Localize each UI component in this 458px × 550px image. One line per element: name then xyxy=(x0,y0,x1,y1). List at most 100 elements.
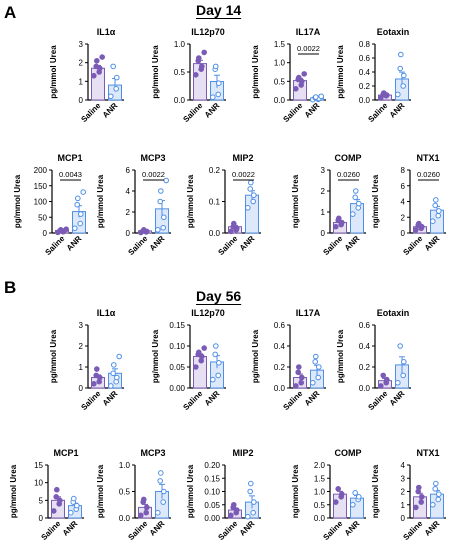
chart-b-il12p70-point-anr xyxy=(212,351,218,358)
chart-b-mcp1-ytick-label: 5 xyxy=(39,496,44,505)
chart-b-mcp1-ytick-label: 0 xyxy=(39,514,44,523)
chart-a-ntx1-ylabel: ng/mmol Urea xyxy=(371,174,380,228)
chart-a-comp-point-anr xyxy=(353,188,359,194)
chart-a-il12p70-point-anr xyxy=(216,80,222,86)
chart-b-ntx1-ytick-label: 1 xyxy=(401,501,406,510)
chart-b-eotaxin-point-saline xyxy=(384,376,390,383)
chart-b-il12p70-ytick-label: 0.15 xyxy=(169,321,185,330)
chart-a-eotaxin-ytick-label: 0.2 xyxy=(359,82,371,91)
chart-a-ntx1-ytick-label: 0 xyxy=(401,229,406,238)
chart-b-mcp3-point-anr xyxy=(158,470,164,476)
chart-a-mcp3-ytick-label: 4 xyxy=(126,187,131,196)
chart-b-mip2-point-saline xyxy=(228,512,234,519)
chart-b-eotaxin-point-anr xyxy=(400,372,407,379)
chart-b-comp-point-saline xyxy=(333,499,339,505)
chart-b-comp-ytick-label: 2.0 xyxy=(314,461,326,470)
chart-b-ntx1-xtick-anr: ANR xyxy=(423,519,442,538)
chart-a-mip2-point-saline xyxy=(228,228,234,235)
chart-a-mip2-ylabel: pg/mmol Urea xyxy=(186,174,195,228)
chart-b-il17a-point-anr xyxy=(310,379,316,386)
chart-b-il1-title: IL1α xyxy=(97,308,116,318)
chart-b-il17a-xtick-anr: ANR xyxy=(303,389,322,408)
chart-a-mip2-ytick-label: 0.0 xyxy=(209,229,221,238)
chart-b-ntx1-point-anr xyxy=(430,501,436,508)
chart-b-il17a-point-anr xyxy=(316,364,322,370)
chart-a-il12p70-point-anr xyxy=(213,63,219,70)
chart-a-mcp1-point-anr xyxy=(78,211,84,217)
chart-a-eotaxin-xtick-anr: ANR xyxy=(388,101,407,120)
chart-a-mcp1-ytick-label: 100 xyxy=(34,198,48,207)
chart-a-mcp3-pvalue: 0.0022 xyxy=(142,170,165,179)
chart-b-ntx1-ylabel: ng/mmol Urea xyxy=(371,464,380,518)
chart-b-eotaxin-ytick-label: 0.0 xyxy=(359,384,371,393)
chart-b-ntx1-point-anr xyxy=(432,486,439,492)
chart-b-ntx1-point-saline xyxy=(416,484,422,491)
chart-a-comp-ytick-label: 2 xyxy=(321,187,326,196)
chart-a-mcp3-point-anr xyxy=(157,198,163,205)
chart-a-mip2-ytick-label: 0.1 xyxy=(209,198,221,207)
chart-a-il12p70-point-anr xyxy=(210,94,216,100)
chart-b-ntx1-point-anr xyxy=(436,491,442,497)
chart-a-mcp3-point-anr xyxy=(155,227,161,233)
chart-b-mip2-ytick-label: 0.20 xyxy=(204,461,220,470)
chart-a-il12p70-ytick-label: 0.5 xyxy=(174,68,186,77)
chart-b-mcp3-point-anr xyxy=(161,488,167,495)
chart-a-mip2-point-anr xyxy=(247,186,253,192)
chart-a-il1-ylabel: pg/mmol Urea xyxy=(49,45,58,99)
chart-a-mip2-pvalue: 0.0022 xyxy=(232,170,255,179)
chart-a-il12p70-point-saline xyxy=(193,72,199,78)
chart-a-ntx1-ytick-label: 2 xyxy=(401,213,406,222)
chart-a-il12p70-point-saline xyxy=(196,55,202,61)
chart-b-comp-point-anr xyxy=(352,490,359,496)
chart-b-mip2-ytick-label: 0.10 xyxy=(204,488,220,497)
chart-b-il1-point-saline xyxy=(93,372,99,379)
chart-b-ntx1-ytick-label: 4 xyxy=(401,461,406,470)
chart-a-ntx1-point-anr xyxy=(435,212,442,219)
chart-a-il17a-point-saline xyxy=(301,71,308,77)
chart-a-mcp3-xtick-anr: ANR xyxy=(148,234,167,253)
chart-a-eotaxin-point-anr xyxy=(401,72,407,79)
chart-b-il17a-point-anr xyxy=(313,353,319,360)
chart-b-eotaxin-xtick-anr: ANR xyxy=(388,389,407,408)
chart-b-mcp3-point-saline xyxy=(143,509,149,516)
chart-a-mcp1-point-saline xyxy=(63,226,69,233)
chart-a-il17a-ytick-label: 1.5 xyxy=(274,40,286,49)
chart-a-il1-ytick-label: 0 xyxy=(79,96,84,105)
chart-b-ntx1-point-saline xyxy=(418,499,425,505)
chart-a-il12p70-xtick-anr: ANR xyxy=(203,101,222,120)
chart-b-mcp1-xtick-anr: ANR xyxy=(61,519,80,538)
chart-a-comp-ytick-label: 0 xyxy=(321,229,326,238)
chart-b-il12p70-point-saline xyxy=(193,364,199,370)
chart-b-ntx1-ytick-label: 2 xyxy=(401,488,406,497)
chart-a-ntx1-point-saline xyxy=(413,227,419,233)
chart-a-mip2-point-anr xyxy=(248,179,254,186)
chart-a-il1-point-anr xyxy=(114,74,120,81)
chart-b-mcp3-point-saline xyxy=(141,496,147,503)
chart-a-il12p70-title: IL12p70 xyxy=(191,27,225,37)
chart-b-il17a-point-anr xyxy=(315,374,322,381)
chart-b-ntx1-point-anr xyxy=(435,496,442,503)
chart-a-eotaxin-point-saline xyxy=(381,90,387,96)
chart-a-mip2-xtick-anr: ANR xyxy=(238,234,257,253)
chart-b-mcp1-ytick-label: 15 xyxy=(34,461,43,470)
chart-b-mcp3-point-saline xyxy=(138,512,144,519)
chart-a-mip2-point-anr xyxy=(245,205,251,211)
chart-a-mcp1-ytick-label: 150 xyxy=(34,182,48,191)
chart-a-ntx1-title: NTX1 xyxy=(416,153,439,163)
chart-b-mip2-point-saline xyxy=(231,501,237,508)
chart-a-il17a-pvalue: 0.0022 xyxy=(297,44,320,53)
chart-a-il1-ytick-label: 3 xyxy=(79,40,84,49)
chart-b-il1-ytick-label: 3 xyxy=(79,321,84,330)
chart-a-il12p70-point-anr xyxy=(215,91,221,98)
chart-b-mcp1-point-saline xyxy=(53,494,60,500)
chart-b-mcp3-ytick-label: 0.5 xyxy=(119,488,131,497)
chart-a-comp-ytick-label: 1 xyxy=(321,208,326,217)
chart-a-mip2-ytick-label: 0.2 xyxy=(209,166,221,175)
panel-a-letter: A xyxy=(4,3,17,22)
chart-b-mcp3-ylabel: pg/mmol Urea xyxy=(96,464,105,518)
chart-a-il1-title: IL1α xyxy=(97,27,116,37)
chart-a-mcp3-point-anr xyxy=(158,188,164,194)
chart-b-mip2-point-anr xyxy=(251,499,257,505)
chart-b-mcp1-point-anr xyxy=(68,509,74,516)
chart-b-il12p70-point-anr xyxy=(210,376,216,383)
